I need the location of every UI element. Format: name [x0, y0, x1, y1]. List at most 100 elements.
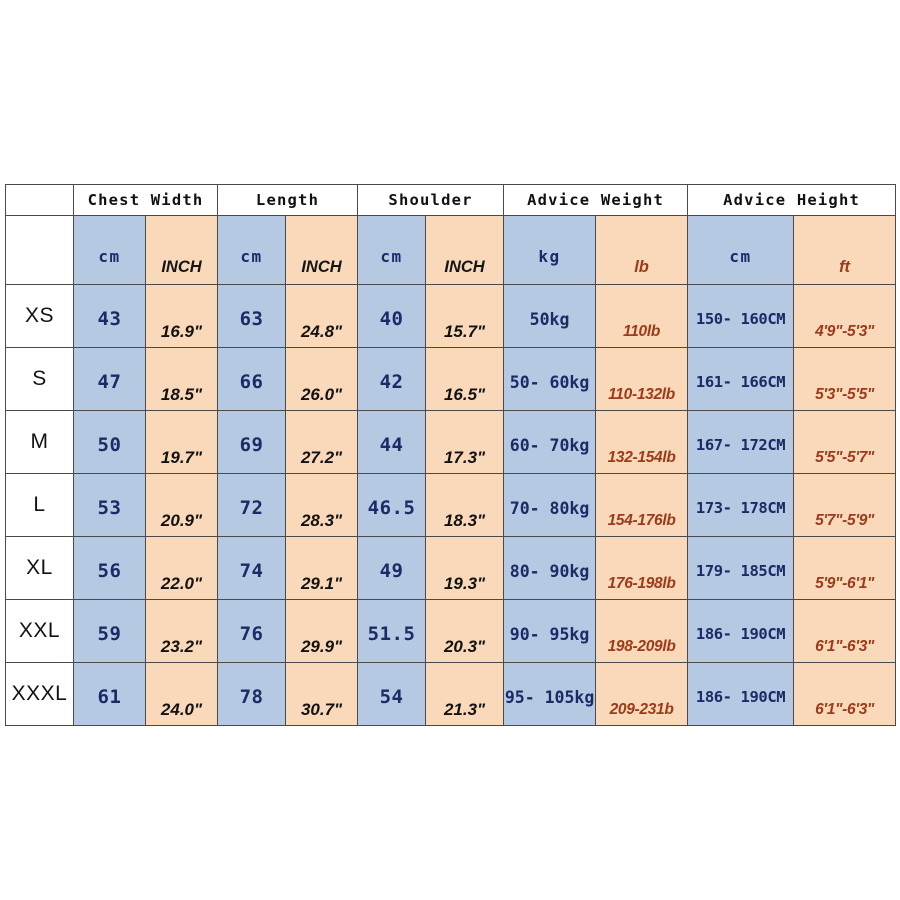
value-shoulder-inch: 16.5": [443, 385, 486, 404]
unit-header-shoulder-cm: cm: [357, 215, 427, 285]
unit-header-blank: [5, 215, 74, 285]
cell-chest-inch: 19.7": [144, 410, 219, 474]
value-height-cm: 179- 185CM: [695, 562, 786, 580]
unit-label-weight-lb: lb: [634, 257, 649, 276]
cell-weight-lb: 209-231b: [595, 662, 689, 726]
value-weight-lb: 154-176lb: [607, 512, 676, 529]
value-chest-cm: 47: [97, 371, 122, 393]
cell-chest-cm: 53: [73, 473, 146, 537]
cell-shoulder-cm: 54: [357, 662, 427, 726]
cell-height-cm: 179- 185CM: [687, 536, 795, 600]
unit-header-row: cm INCH cm INCH cm INCH kg: [5, 215, 897, 285]
value-length-inch: 29.1": [300, 574, 343, 593]
cell-weight-lb: 132-154lb: [595, 410, 689, 474]
value-weight-kg: 80- 90kg: [509, 561, 590, 581]
table-row: XS 43 16.9" 63 24.8" 40 15.7" 50kg 110lb…: [5, 284, 897, 348]
value-weight-lb: 198-209lb: [607, 638, 676, 655]
value-height-cm: 173- 178CM: [695, 499, 786, 517]
value-chest-cm: 53: [97, 497, 122, 519]
value-chest-inch: 16.9": [160, 322, 203, 341]
cell-shoulder-inch: 17.3": [425, 410, 505, 474]
value-height-cm: 167- 172CM: [695, 436, 786, 454]
cell-height-ft: 6'1"-6'3": [793, 599, 897, 663]
value-weight-lb: 176-198lb: [607, 575, 676, 592]
cell-weight-lb: 110-132lb: [595, 347, 689, 411]
cell-height-ft: 5'9"-6'1": [793, 536, 897, 600]
cell-length-cm: 63: [217, 284, 287, 348]
cell-length-cm: 78: [217, 662, 287, 726]
cell-weight-kg: 50kg: [503, 284, 597, 348]
cell-weight-kg: 50- 60kg: [503, 347, 597, 411]
value-length-inch: 30.7": [300, 700, 343, 719]
value-shoulder-cm: 44: [379, 434, 404, 456]
unit-header-chest-inch: INCH: [144, 215, 219, 285]
cell-length-inch: 27.2": [285, 410, 359, 474]
unit-header-chest-cm: cm: [73, 215, 146, 285]
value-weight-lb: 132-154lb: [607, 449, 676, 466]
value-weight-kg: 95- 105kg: [504, 687, 595, 707]
value-length-cm: 76: [239, 623, 264, 645]
value-length-cm: 74: [239, 560, 264, 582]
value-height-ft: 5'3"-5'5": [815, 386, 875, 403]
value-length-cm: 72: [239, 497, 264, 519]
value-shoulder-cm: 54: [379, 686, 404, 708]
cell-chest-inch: 18.5": [144, 347, 219, 411]
cell-length-inch: 28.3": [285, 473, 359, 537]
table-row: XXL 59 23.2" 76 29.9" 51.5 20.3" 90- 95k…: [5, 599, 897, 663]
value-weight-lb: 110-132lb: [608, 386, 675, 403]
size-chart-table: Chest Width Length Shoulder Advice Weigh…: [5, 184, 897, 726]
unit-label-shoulder-cm: cm: [380, 246, 403, 266]
group-header-shoulder: Shoulder: [357, 184, 505, 216]
cell-shoulder-inch: 16.5": [425, 347, 505, 411]
value-height-cm: 150- 160CM: [695, 310, 786, 328]
value-chest-cm: 56: [97, 560, 122, 582]
cell-height-ft: 4'9"-5'3": [793, 284, 897, 348]
cell-height-ft: 6'1"-6'3": [793, 662, 897, 726]
cell-shoulder-inch: 20.3": [425, 599, 505, 663]
table-row: XXXL 61 24.0" 78 30.7" 54 21.3" 95- 105k…: [5, 662, 897, 726]
row-size-label: L: [5, 473, 74, 537]
value-weight-kg: 50kg: [529, 309, 570, 329]
table-row: S 47 18.5" 66 26.0" 42 16.5" 50- 60kg 11…: [5, 347, 897, 411]
value-weight-kg: 50- 60kg: [509, 372, 590, 392]
unit-label-shoulder-inch: INCH: [444, 257, 485, 276]
cell-chest-inch: 24.0": [144, 662, 219, 726]
value-length-cm: 66: [239, 371, 264, 393]
cell-shoulder-cm: 49: [357, 536, 427, 600]
unit-header-height-ft: ft: [793, 215, 897, 285]
cell-length-inch: 29.9": [285, 599, 359, 663]
value-length-inch: 29.9": [300, 637, 343, 656]
value-weight-kg: 60- 70kg: [509, 435, 590, 455]
cell-length-cm: 69: [217, 410, 287, 474]
unit-header-height-cm: cm: [687, 215, 795, 285]
group-header-row: Chest Width Length Shoulder Advice Weigh…: [5, 184, 897, 216]
group-header-advice-weight: Advice Weight: [503, 184, 689, 216]
value-height-ft: 6'1"-6'3": [815, 638, 875, 655]
cell-shoulder-cm: 40: [357, 284, 427, 348]
value-height-ft: 4'9"-5'3": [815, 323, 875, 340]
value-chest-cm: 61: [97, 686, 122, 708]
value-shoulder-cm: 46.5: [367, 497, 416, 519]
value-shoulder-inch: 15.7": [443, 322, 486, 341]
unit-header-length-cm: cm: [217, 215, 287, 285]
value-height-ft: 5'7"-5'9": [815, 512, 875, 529]
cell-height-cm: 150- 160CM: [687, 284, 795, 348]
cell-chest-cm: 47: [73, 347, 146, 411]
value-length-inch: 27.2": [300, 448, 343, 467]
unit-label-chest-cm: cm: [98, 246, 121, 266]
cell-length-inch: 30.7": [285, 662, 359, 726]
cell-length-inch: 29.1": [285, 536, 359, 600]
value-chest-inch: 22.0": [160, 574, 203, 593]
value-shoulder-inch: 17.3": [443, 448, 486, 467]
cell-shoulder-inch: 21.3": [425, 662, 505, 726]
cell-length-cm: 74: [217, 536, 287, 600]
group-header-chest-width: Chest Width: [72, 184, 219, 216]
cell-height-ft: 5'7"-5'9": [793, 473, 897, 537]
cell-chest-cm: 61: [73, 662, 146, 726]
value-chest-inch: 18.5": [160, 385, 203, 404]
size-chart-container: Chest Width Length Shoulder Advice Weigh…: [5, 184, 897, 726]
cell-weight-lb: 176-198lb: [595, 536, 689, 600]
cell-length-cm: 72: [217, 473, 287, 537]
table-row: L 53 20.9" 72 28.3" 46.5 18.3" 70- 80kg …: [5, 473, 897, 537]
